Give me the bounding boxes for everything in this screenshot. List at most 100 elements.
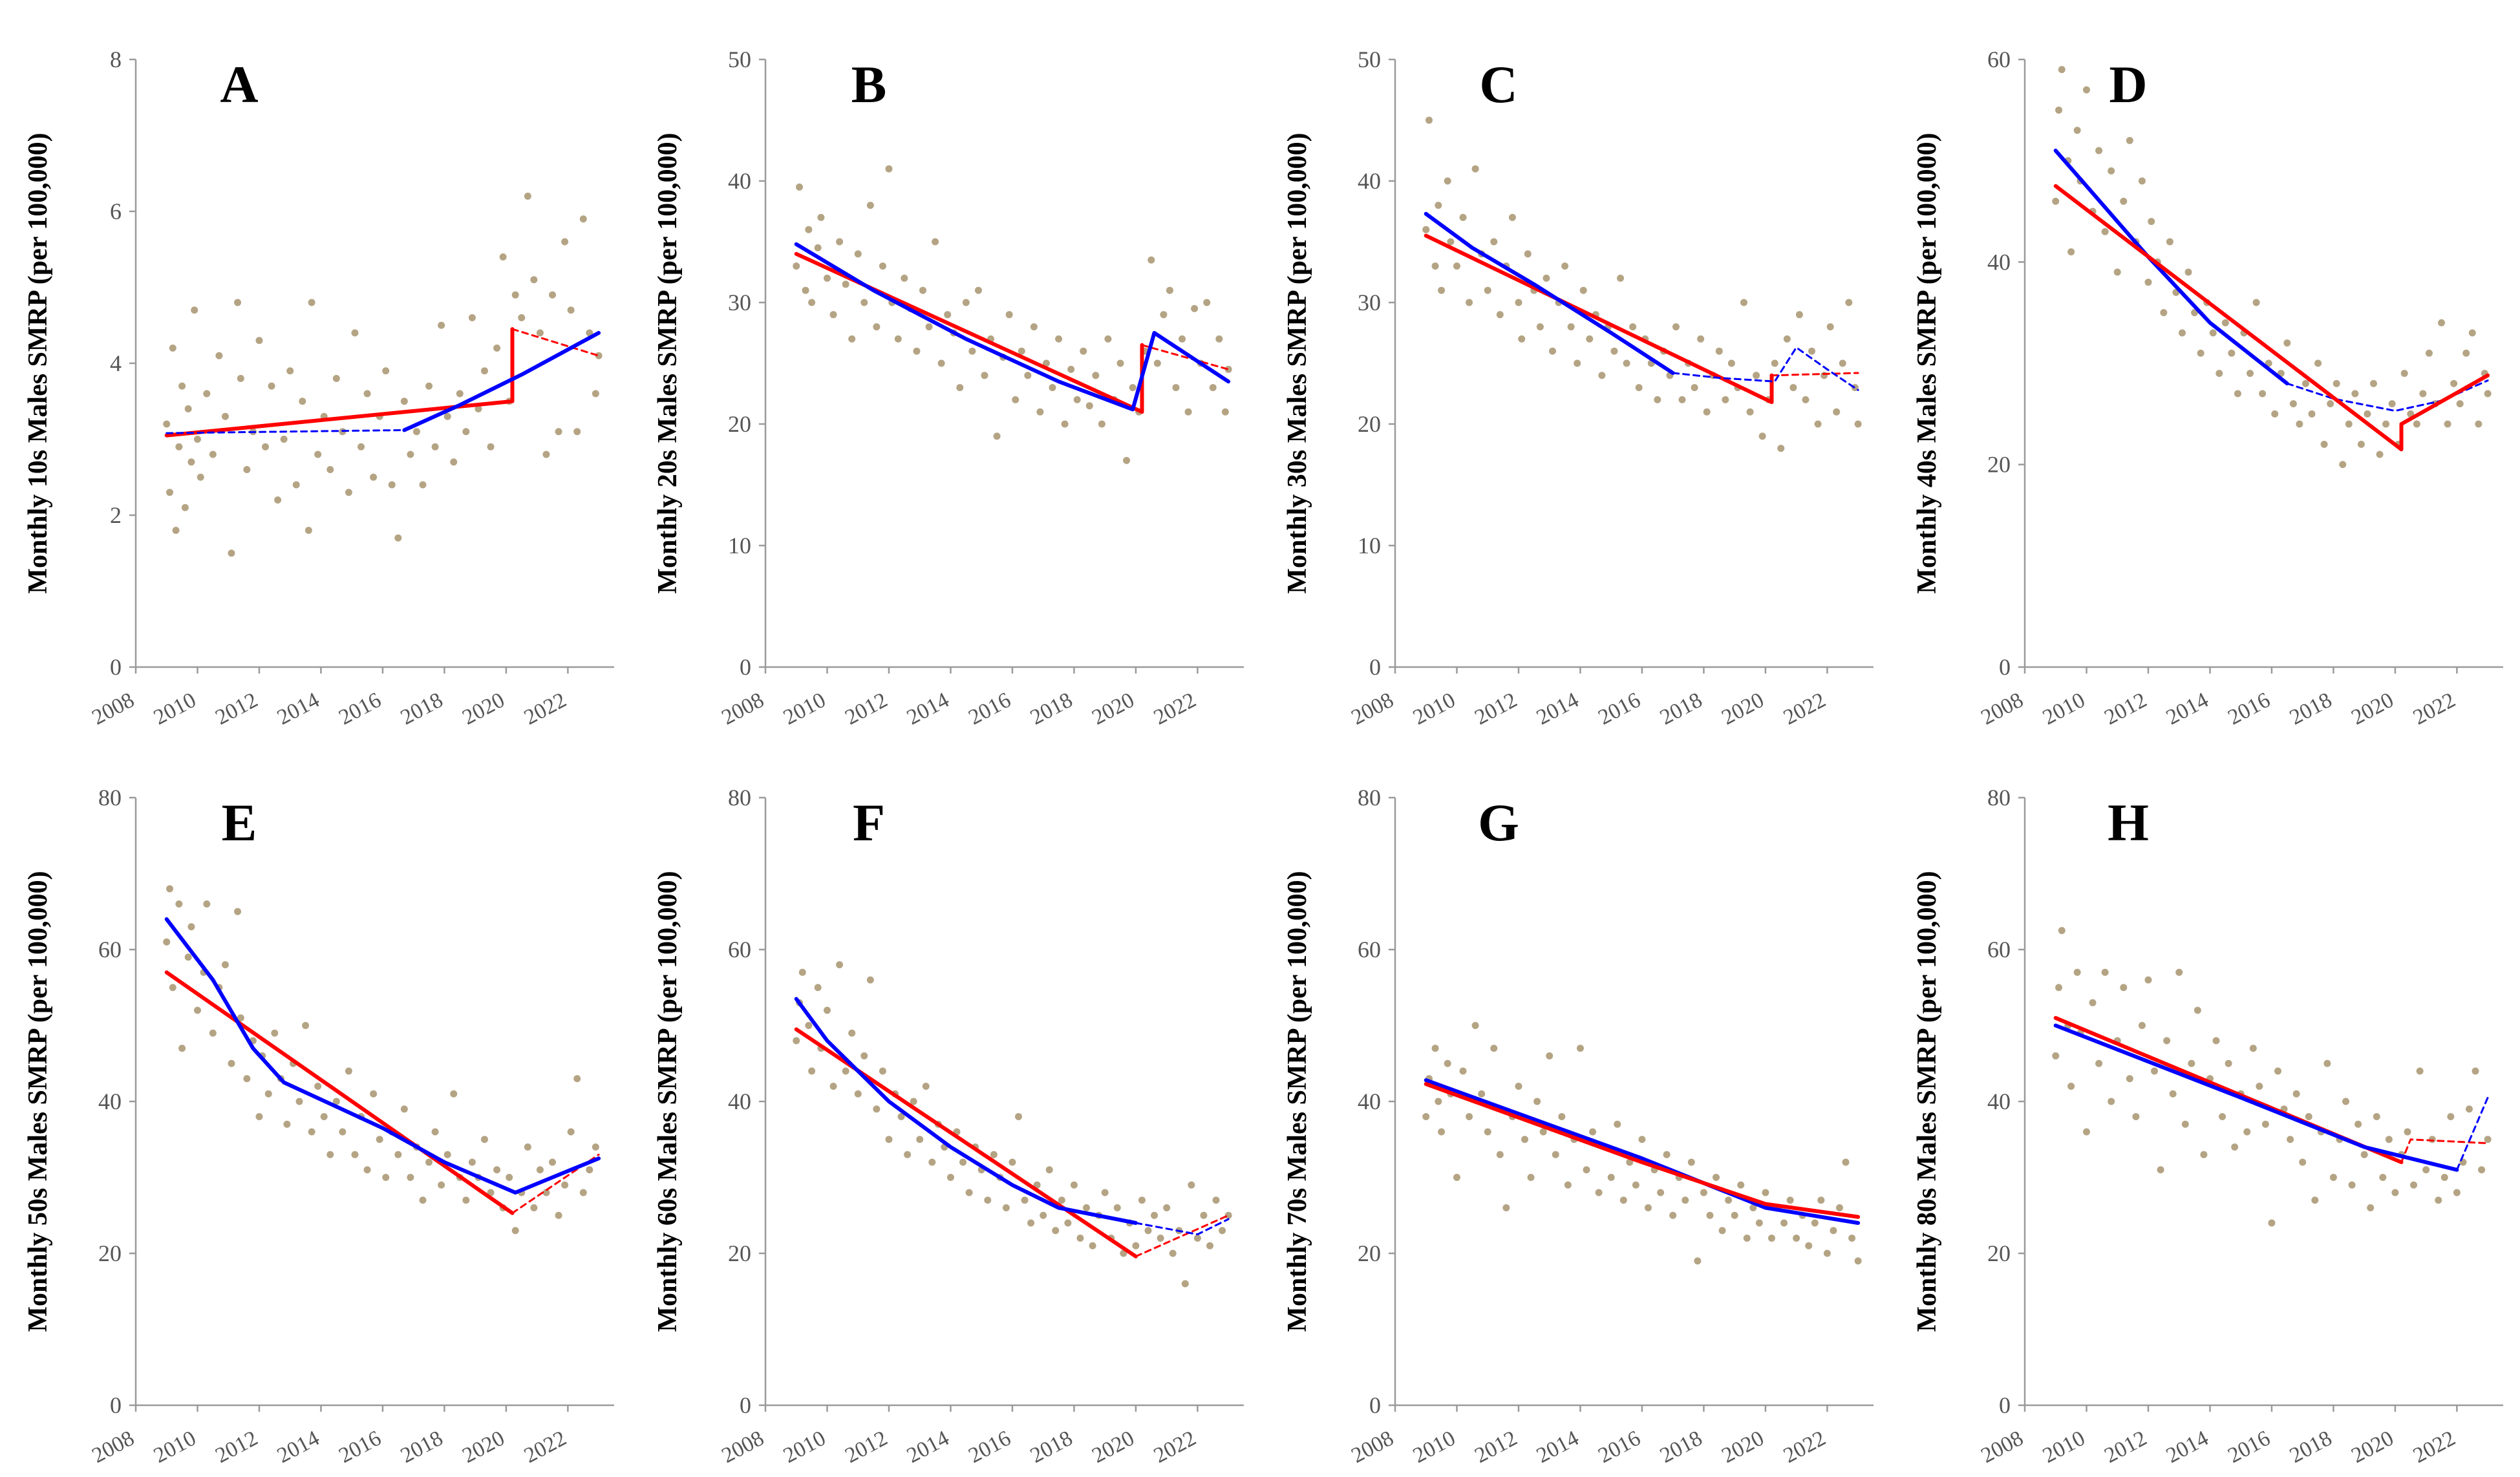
y-tick-label: 0 <box>110 654 122 680</box>
data-point <box>2351 390 2359 398</box>
series-blue-fit <box>2053 1023 2459 1172</box>
chart-panel-g: 0 20 40 60 80 2008 2010 2012 2014 2016 2018 2020 202… <box>1259 738 1889 1476</box>
data-point <box>2178 329 2186 337</box>
data-point <box>1657 1189 1665 1196</box>
y-tick-label: 10 <box>1358 533 1381 558</box>
data-point <box>1092 372 1100 379</box>
data-point <box>163 420 171 428</box>
data-point <box>2082 1128 2090 1136</box>
data-point <box>506 1174 513 1181</box>
data-point <box>1132 1242 1140 1249</box>
data-point <box>1422 226 1430 233</box>
y-tick-label: 0 <box>740 654 751 680</box>
data-point <box>1151 1211 1159 1219</box>
data-point <box>2157 1166 2164 1174</box>
data-point <box>475 405 482 412</box>
data-point <box>2287 1136 2294 1143</box>
x-tick-label: 2020 <box>2347 688 2397 730</box>
data-point <box>2382 420 2390 428</box>
data-point <box>579 1189 587 1196</box>
data-point <box>1518 335 1526 343</box>
data-point <box>2228 349 2236 357</box>
data-point <box>796 183 804 191</box>
x-tick-label: 2018 <box>2286 1426 2336 1468</box>
data-point <box>1669 1211 1677 1219</box>
data-point <box>1805 1242 1813 1249</box>
data-point <box>1045 1166 1053 1174</box>
data-point <box>1027 1219 1035 1227</box>
data-point <box>561 238 569 246</box>
data-point <box>271 1029 279 1037</box>
data-point <box>1021 1196 1029 1204</box>
data-point <box>1524 250 1532 258</box>
data-point <box>573 1075 581 1083</box>
data-point <box>524 1143 531 1151</box>
data-point <box>854 250 862 258</box>
data-point <box>1160 311 1168 319</box>
x-tick-label: 2020 <box>458 688 508 730</box>
data-point <box>542 451 550 458</box>
data-point <box>2256 1083 2263 1090</box>
data-point <box>1548 347 1556 355</box>
x-tick-label: 2022 <box>520 1426 570 1468</box>
y-tick-label: 20 <box>1987 1240 2011 1266</box>
series-blue-fit <box>794 242 1231 412</box>
panel-letter: F <box>853 793 885 852</box>
data-point <box>2212 1037 2220 1045</box>
data-point <box>2058 66 2066 74</box>
data-point <box>487 1189 495 1196</box>
data-point <box>2194 1006 2201 1014</box>
data-point <box>808 1067 816 1075</box>
series-blue-fit <box>1424 211 1675 375</box>
data-point <box>530 1204 538 1211</box>
y-axis-title: Monthly 40s Males SMRP (per 100,000) <box>1912 133 1942 593</box>
data-point <box>2200 1151 2208 1158</box>
data-point <box>1629 323 1637 331</box>
data-point <box>314 1083 322 1090</box>
data-point <box>1444 1059 1451 1067</box>
data-point <box>1438 1128 1446 1136</box>
data-point <box>1002 1204 1010 1211</box>
data-point <box>345 489 352 496</box>
y-tick-label: 40 <box>1358 1089 1381 1114</box>
data-point <box>400 1105 408 1113</box>
data-point <box>1740 299 1747 306</box>
series-blue-counterfactual <box>1672 346 1859 391</box>
data-point <box>215 352 223 359</box>
data-point <box>974 286 982 294</box>
x-tick-label: 2022 <box>1780 688 1830 730</box>
data-point <box>2271 410 2279 418</box>
data-point <box>382 1174 390 1181</box>
data-point <box>1793 1235 1800 1242</box>
data-point <box>2391 1189 2399 1196</box>
data-point <box>1564 1181 1572 1189</box>
x-tick-label: 2008 <box>1347 1426 1397 1468</box>
data-point <box>255 1113 263 1120</box>
data-point <box>1049 384 1056 392</box>
data-point <box>925 323 933 331</box>
x-tick-label: 2012 <box>2100 688 2150 730</box>
data-point <box>1153 359 1161 367</box>
data-point <box>2138 1022 2146 1029</box>
data-point <box>2221 319 2229 326</box>
data-point <box>1431 262 1439 270</box>
x-tick-label: 2018 <box>397 1426 447 1468</box>
data-point <box>2339 461 2347 469</box>
data-point <box>203 900 211 908</box>
data-point <box>339 1128 347 1136</box>
data-point <box>175 900 183 908</box>
data-point <box>2259 390 2267 398</box>
data-point <box>2175 968 2183 976</box>
data-point <box>2388 400 2396 408</box>
data-point <box>1758 432 1766 440</box>
data-point <box>913 347 921 355</box>
data-point <box>1654 396 1661 403</box>
data-point <box>2095 147 2103 154</box>
data-point <box>1148 256 1155 264</box>
data-point <box>2444 420 2451 428</box>
x-tick-label: 2022 <box>520 688 570 730</box>
data-point <box>2311 1196 2319 1204</box>
data-point <box>308 1128 315 1136</box>
data-point <box>1138 1196 1146 1204</box>
data-point <box>175 443 183 451</box>
